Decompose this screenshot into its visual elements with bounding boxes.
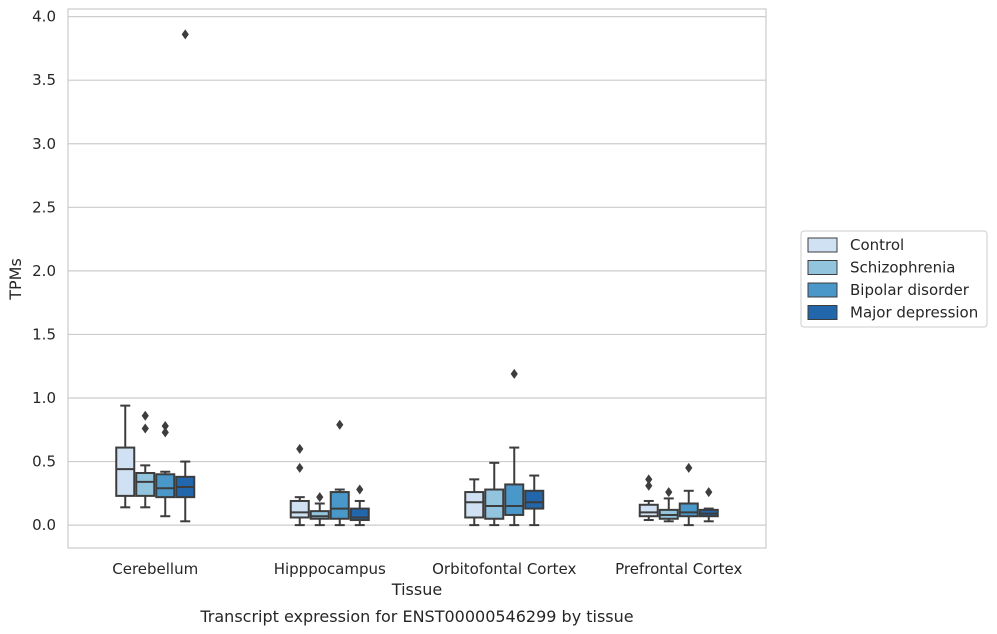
outlier-point: [296, 443, 304, 454]
y-tick-label: 3.0: [32, 135, 56, 153]
box: [135, 410, 156, 509]
legend-frame: [800, 230, 988, 328]
box-body: [638, 503, 659, 518]
box: [638, 474, 659, 522]
box: [698, 487, 719, 523]
outlier-point: [161, 420, 169, 431]
box: [658, 487, 679, 523]
outlier-point: [141, 410, 149, 421]
legend-swatch: [807, 282, 838, 298]
box: [289, 443, 310, 527]
box: [484, 461, 505, 527]
legend-label: Control: [850, 236, 904, 254]
outlier-point: [296, 462, 304, 473]
y-tick-label: 1.0: [32, 389, 56, 407]
box: [115, 404, 136, 509]
x-tick-label: Orbitofontal Cortex: [432, 560, 576, 578]
y-tick-label: 1.5: [32, 325, 56, 343]
x-tick-labels: Cerebellum Hipppocampus Orbitofontal Corte…: [112, 560, 742, 578]
y-tick-label: 0.0: [32, 516, 56, 534]
outlier-point: [665, 487, 673, 498]
grid-lines: [68, 16, 766, 526]
box-body: [484, 488, 505, 520]
box-body: [678, 502, 699, 518]
legend-label: Major depression: [850, 304, 978, 322]
plot-frame: [67, 8, 767, 549]
legend-label: Bipolar disorder: [850, 281, 970, 299]
y-tick-label: 2.5: [32, 198, 56, 216]
y-tick-label: 4.0: [32, 8, 56, 26]
box-body: [309, 510, 330, 520]
chart-caption: Transcript expression for ENST0000054629…: [199, 607, 633, 626]
box-body: [329, 491, 350, 520]
box: [524, 474, 545, 527]
outlier-point: [141, 423, 149, 434]
box-group: [115, 29, 719, 527]
outlier-point: [356, 484, 364, 495]
legend-swatch: [807, 237, 838, 253]
outlier-point: [705, 487, 713, 498]
y-axis-label: TPMs: [6, 258, 25, 301]
legend: Control Schizophrenia Bipolar disorder Majo…: [800, 230, 988, 328]
x-tick-label: Prefrontal Cortex: [615, 560, 742, 578]
box-body: [155, 473, 176, 499]
legend-swatch: [807, 260, 838, 275]
box: [349, 484, 370, 527]
box: [175, 29, 196, 523]
y-tick-label: 0.5: [32, 453, 56, 471]
outlier-point: [181, 29, 189, 40]
box-body: [349, 507, 370, 522]
outlier-point: [161, 427, 169, 438]
box-body: [504, 483, 525, 516]
outlier-point: [316, 492, 324, 503]
x-tick-label: Cerebellum: [112, 560, 198, 578]
legend-label: Schizophrenia: [850, 259, 955, 277]
y-tick-label: 3.5: [32, 71, 56, 89]
box-body: [289, 499, 310, 519]
x-tick-label: Hipppocampus: [274, 560, 386, 578]
outlier-point: [336, 419, 344, 430]
outlier-point: [645, 480, 653, 491]
box-body: [115, 446, 136, 497]
legend-swatch: [807, 305, 838, 320]
outlier-point: [510, 368, 518, 379]
box: [464, 478, 485, 527]
box-body: [524, 489, 545, 510]
box: [309, 492, 330, 527]
outlier-point: [645, 474, 653, 485]
box-body: [135, 471, 156, 497]
box-body: [464, 491, 485, 519]
box: [678, 462, 699, 527]
x-axis-label: Tissue: [391, 580, 442, 599]
box: [155, 420, 176, 518]
y-tick-labels: 0.0 0.5 1.0 1.5 2.0 2.5 3.0 3.5 4.0: [32, 8, 56, 534]
outlier-point: [685, 462, 693, 473]
y-tick-label: 2.0: [32, 262, 56, 280]
box: [329, 419, 350, 527]
box: [504, 368, 525, 527]
